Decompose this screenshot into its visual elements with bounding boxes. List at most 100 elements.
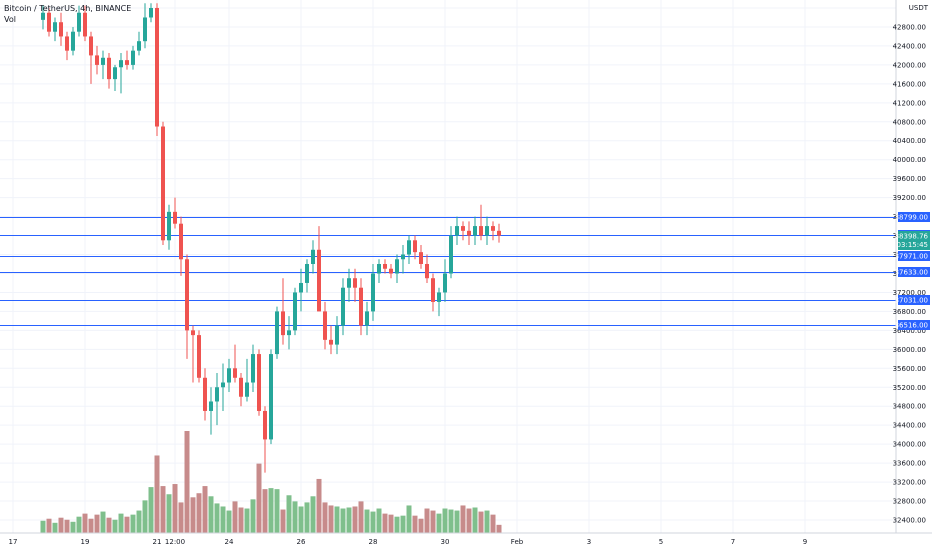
price-axis[interactable]	[896, 0, 932, 533]
y-tick-label: 42400.00	[893, 42, 926, 50]
candle-body	[497, 230, 501, 236]
candle-body	[119, 60, 123, 68]
y-tick-label: 36800.00	[893, 308, 926, 316]
x-tick-label: 19	[81, 538, 90, 546]
volume-bar	[394, 516, 400, 533]
current-price-label: 38398.76	[895, 233, 929, 241]
volume-bar	[46, 518, 52, 533]
x-tick-label: 26	[297, 538, 306, 546]
y-tick-label: 40000.00	[893, 156, 926, 164]
volume-bar	[208, 496, 214, 533]
volume-bar	[412, 515, 418, 533]
volume-bar	[286, 495, 292, 533]
candle-body	[71, 31, 75, 51]
candle-body	[461, 226, 465, 231]
candle-body	[173, 211, 177, 224]
volume-bar	[190, 497, 196, 533]
candle-body	[359, 287, 363, 326]
candle-body	[215, 387, 219, 402]
grid	[0, 0, 896, 533]
volume-bar	[376, 508, 382, 533]
volume-bar	[364, 509, 370, 533]
candle-body	[341, 287, 345, 326]
volume-bar	[262, 489, 268, 533]
candle-body	[227, 368, 231, 383]
volume-bar	[496, 524, 502, 533]
x-tick-label: 30	[441, 538, 450, 546]
volume-bar	[490, 514, 496, 533]
candle-body	[41, 12, 45, 20]
volume-bar	[76, 516, 82, 533]
symbol-title[interactable]: Bitcoin / TetherUS, 4h, BINANCE	[4, 4, 132, 13]
candle-body	[113, 67, 117, 80]
volume-bar	[256, 463, 262, 533]
x-tick-label: Feb	[511, 538, 524, 546]
x-tick-label: 17	[9, 538, 18, 546]
volume-bar	[400, 515, 406, 533]
volume-bar	[454, 510, 460, 533]
volume-bar	[70, 521, 76, 533]
candle-body	[257, 354, 261, 411]
volume-bar	[346, 507, 352, 533]
volume-bar	[220, 506, 226, 533]
volume-bar	[178, 502, 184, 533]
candle-body	[59, 22, 63, 37]
y-tick-label: 42800.00	[893, 23, 926, 31]
x-tick-label: 3	[587, 538, 591, 546]
candle-body	[473, 226, 477, 236]
y-tick-label: 34400.00	[893, 422, 926, 430]
y-tick-label: 40800.00	[893, 118, 926, 126]
candle-body	[209, 401, 213, 411]
candle-body	[143, 17, 147, 42]
candle-body	[371, 273, 375, 312]
volume-bar	[460, 505, 466, 533]
candle-body	[137, 41, 141, 51]
y-tick-label: 35600.00	[893, 365, 926, 373]
volume-bar	[430, 510, 436, 533]
y-tick-label: 36000.00	[893, 346, 926, 354]
y-tick-label: 39600.00	[893, 175, 926, 183]
candle-body	[377, 264, 381, 274]
candle-body	[323, 311, 327, 340]
candle-body	[401, 254, 405, 260]
candle-body	[245, 382, 249, 397]
volume-bar	[436, 513, 442, 533]
price-tag	[898, 267, 930, 277]
y-tick-label: 40400.00	[893, 137, 926, 145]
candle-body	[299, 282, 303, 293]
volume-bar	[472, 507, 478, 533]
volume-bar	[322, 502, 328, 533]
horizontal-lines	[0, 217, 896, 326]
candle-body	[287, 330, 291, 336]
volume-bar	[352, 506, 358, 533]
time-axis[interactable]	[0, 533, 932, 550]
candle-body	[221, 382, 225, 388]
volume-bar	[82, 513, 88, 533]
y-tick-label: 34800.00	[893, 403, 926, 411]
volume-label[interactable]: Vol	[4, 15, 16, 24]
candle-body	[47, 12, 51, 32]
volume-bar	[64, 519, 70, 533]
volume-bar	[358, 501, 364, 533]
candle-body	[479, 226, 483, 236]
candle-body	[269, 354, 273, 440]
candle-body	[419, 252, 423, 264]
volume-bar	[382, 513, 388, 533]
candle-body	[203, 377, 207, 411]
volume-bar	[334, 506, 340, 533]
candle-body	[443, 273, 447, 293]
candle-body	[449, 235, 453, 274]
candle-body	[485, 226, 489, 236]
price-tag-label: 38799.00	[895, 214, 928, 222]
volume-bar	[292, 501, 298, 533]
candle-body	[365, 311, 369, 326]
volume-bar	[388, 514, 394, 533]
price-tag-label: 36516.00	[895, 322, 928, 330]
price-tag-label: 37971.00	[895, 253, 928, 261]
candle-body	[185, 259, 189, 331]
candle-body	[161, 126, 165, 241]
candle-body	[413, 240, 417, 253]
x-tick-label: 9	[803, 538, 807, 546]
